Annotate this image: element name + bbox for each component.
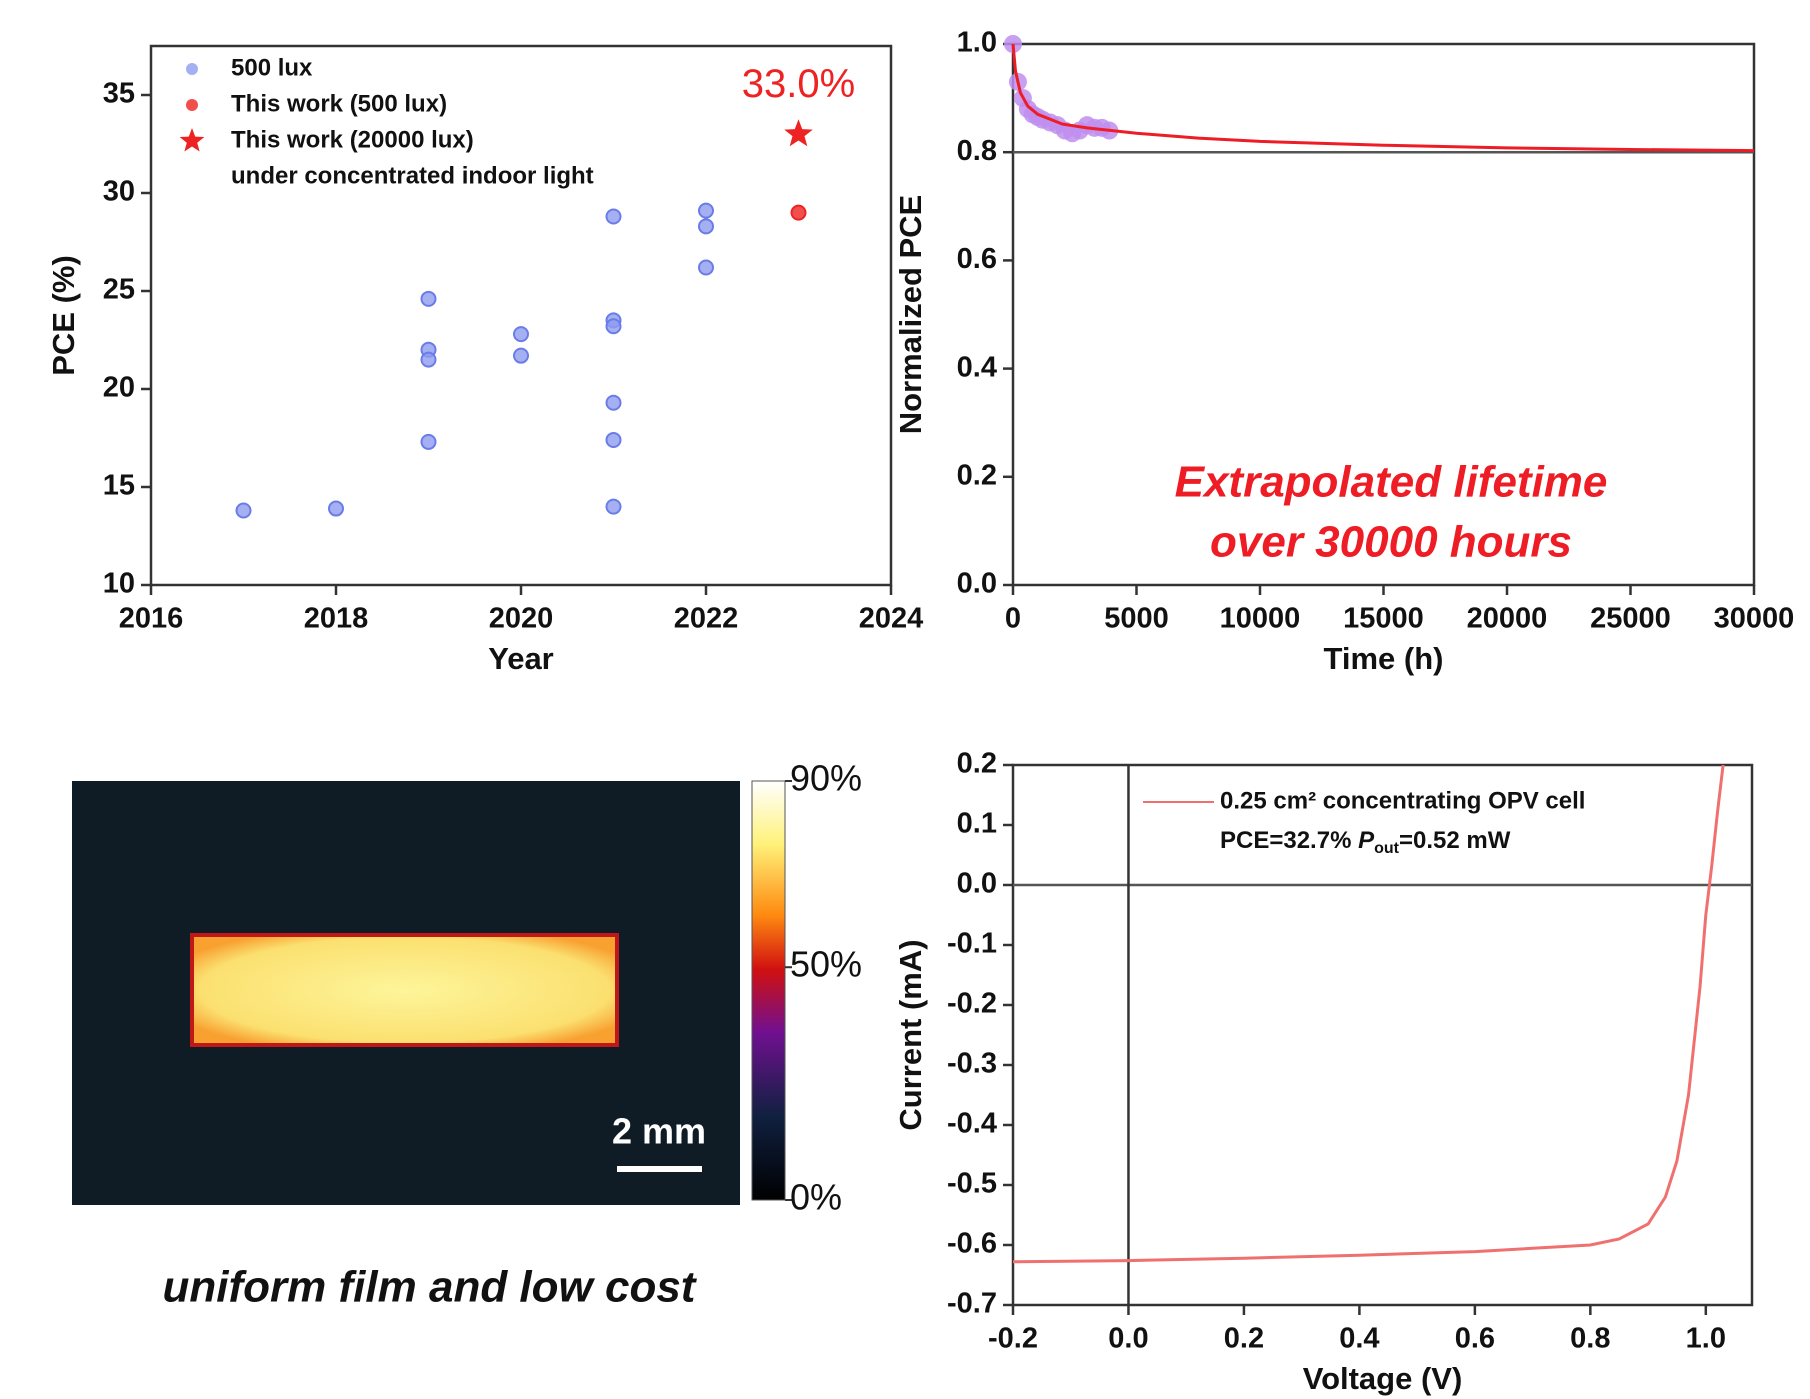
x-tick-label: 25000: [1590, 603, 1671, 635]
x-tick-label: 0.6: [1455, 1323, 1495, 1355]
x-tick-label: -0.2: [988, 1323, 1038, 1355]
point: [607, 396, 621, 410]
colorbar: [752, 781, 785, 1200]
y-tick-label: 35: [103, 78, 135, 110]
x-tick-label: 30000: [1714, 603, 1795, 635]
y-tick-label: -0.4: [947, 1108, 997, 1140]
point: [514, 349, 528, 363]
legend-label: This work (20000 lux): [231, 126, 474, 153]
y-tick-label: 0.0: [957, 868, 997, 900]
x-tick-label: 0.8: [1570, 1323, 1610, 1355]
y-tick-label: 20: [103, 372, 135, 404]
legend-marker: [180, 128, 205, 152]
colorbar-tick-label: 50%: [790, 944, 862, 985]
x-tick-label: 0.4: [1339, 1323, 1379, 1355]
x-axis-title: Time (h): [1324, 641, 1444, 676]
legend-marker: [186, 63, 198, 75]
y-tick-label: -0.5: [947, 1168, 997, 1200]
point: [607, 433, 621, 447]
annotation-part: out: [1374, 840, 1400, 857]
point: [607, 210, 621, 224]
scale-bar-label: 2 mm: [612, 1111, 706, 1152]
legend-note: under concentrated indoor light: [231, 162, 594, 189]
y-tick-label: -0.2: [947, 988, 997, 1020]
y-tick-label: 1.0: [957, 27, 997, 59]
x-tick-label: 2016: [119, 603, 184, 635]
y-tick-label: 25: [103, 274, 135, 306]
point: [699, 260, 713, 274]
annotation: over 30000 hours: [1210, 518, 1572, 567]
x-tick-label: 0.0: [1108, 1323, 1148, 1355]
point: [607, 319, 621, 333]
y-tick-label: -0.7: [947, 1288, 997, 1320]
y-axis-title: Current (mA): [893, 939, 928, 1130]
x-tick-label: 5000: [1104, 603, 1169, 635]
legend-label: This work (500 lux): [231, 90, 447, 117]
point: [607, 500, 621, 514]
y-tick-label: -0.1: [947, 928, 997, 960]
annotation-part: PCE=32.7%: [1220, 827, 1358, 854]
annotation: PCE=32.7% Pout=0.52 mW: [1220, 827, 1511, 857]
x-tick-label: 2020: [489, 603, 554, 635]
y-tick-label: 0.1: [957, 808, 997, 840]
film: [192, 935, 617, 1045]
y-tick-label: 0.0: [957, 568, 997, 600]
x-tick-label: 15000: [1343, 603, 1424, 635]
y-axis-title: Normalized PCE: [893, 195, 928, 434]
point: [699, 204, 713, 218]
point: [422, 353, 436, 367]
x-tick-label: 2022: [674, 603, 739, 635]
colorbar-tick-label: 0%: [790, 1177, 842, 1218]
legend-label: 500 lux: [231, 54, 313, 81]
annotation-part: P: [1358, 827, 1375, 854]
x-axis-title: Voltage (V): [1303, 1361, 1463, 1396]
point: [422, 292, 436, 306]
point: [792, 206, 806, 220]
x-tick-label: 0.2: [1224, 1323, 1264, 1355]
colorbar-tick-label: 90%: [790, 758, 862, 799]
y-tick-label: 15: [103, 470, 135, 502]
legend-label: 0.25 cm² concentrating OPV cell: [1220, 787, 1585, 814]
y-tick-label: 0.2: [957, 459, 997, 491]
point: [237, 504, 251, 518]
point: [699, 219, 713, 233]
y-tick-label: 0.2: [957, 748, 997, 780]
y-axis-title: PCE (%): [46, 255, 81, 376]
x-tick-label: 2024: [859, 603, 924, 635]
x-tick-label: 1.0: [1686, 1323, 1726, 1355]
legend-marker: [186, 99, 198, 111]
value-label: 33.0%: [742, 62, 855, 106]
figure: 2016 2018 2020 2022 2024 10 15 20 25 30 35 Year PCE …: [0, 0, 1810, 1399]
y-tick-label: -0.3: [947, 1048, 997, 1080]
y-tick-label: 0.6: [957, 243, 997, 275]
x-tick-label: 20000: [1467, 603, 1548, 635]
x-tick-label: 0: [1005, 603, 1021, 635]
y-tick-label: -0.6: [947, 1228, 997, 1260]
y-tick-label: 0.4: [957, 351, 997, 383]
y-tick-label: 0.8: [957, 135, 997, 167]
line: [1013, 44, 1754, 151]
point: [329, 502, 343, 516]
y-tick-label: 30: [103, 176, 135, 208]
annotation: Extrapolated lifetime: [1175, 458, 1608, 507]
caption: uniform film and low cost: [163, 1263, 698, 1312]
point: [514, 327, 528, 341]
annotation-part: =0.52 mW: [1399, 827, 1511, 854]
x-tick-label: 10000: [1220, 603, 1301, 635]
y-tick-label: 10: [103, 568, 135, 600]
x-tick-label: 2018: [304, 603, 369, 635]
x-axis-title: Year: [488, 641, 554, 676]
star-marker: [784, 119, 813, 146]
point: [422, 435, 436, 449]
